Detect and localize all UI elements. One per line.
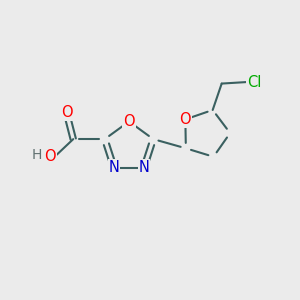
Text: O: O [61,105,73,120]
Text: N: N [139,160,149,175]
Text: H: H [32,148,42,162]
Text: Cl: Cl [248,75,262,90]
Text: N: N [109,160,119,175]
Text: O: O [123,114,135,129]
Text: O: O [44,149,56,164]
Text: O: O [179,112,191,127]
